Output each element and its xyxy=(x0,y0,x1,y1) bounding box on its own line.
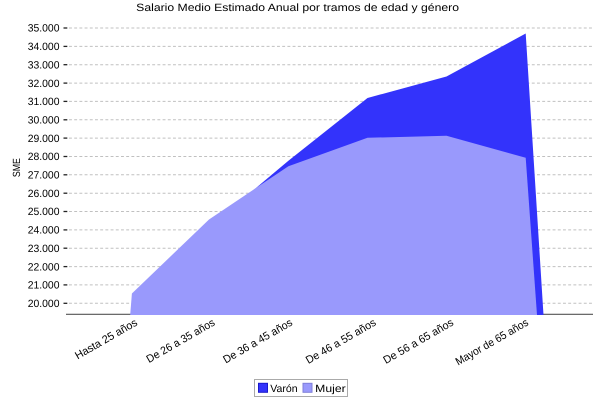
svg-text:29.000: 29.000 xyxy=(28,133,60,145)
svg-text:Varón: Varón xyxy=(270,383,297,395)
svg-text:25.000: 25.000 xyxy=(28,206,60,218)
svg-text:Salario Medio Estimado Anual p: Salario Medio Estimado Anual por tramos … xyxy=(136,2,459,14)
svg-text:20.000: 20.000 xyxy=(28,298,60,310)
svg-text:35.000: 35.000 xyxy=(28,23,60,35)
svg-text:33.000: 33.000 xyxy=(28,59,60,71)
svg-text:28.000: 28.000 xyxy=(28,151,60,163)
svg-text:24.000: 24.000 xyxy=(28,225,60,237)
svg-text:27.000: 27.000 xyxy=(28,170,60,182)
svg-text:SME: SME xyxy=(12,158,23,177)
svg-text:30.000: 30.000 xyxy=(28,115,60,127)
svg-text:32.000: 32.000 xyxy=(28,78,60,90)
svg-text:22.000: 22.000 xyxy=(28,261,60,273)
svg-text:26.000: 26.000 xyxy=(28,188,60,200)
svg-text:23.000: 23.000 xyxy=(28,243,60,255)
svg-text:Mujer: Mujer xyxy=(315,383,346,395)
svg-text:21.000: 21.000 xyxy=(28,280,60,292)
svg-text:34.000: 34.000 xyxy=(28,41,60,53)
svg-text:31.000: 31.000 xyxy=(28,96,60,108)
